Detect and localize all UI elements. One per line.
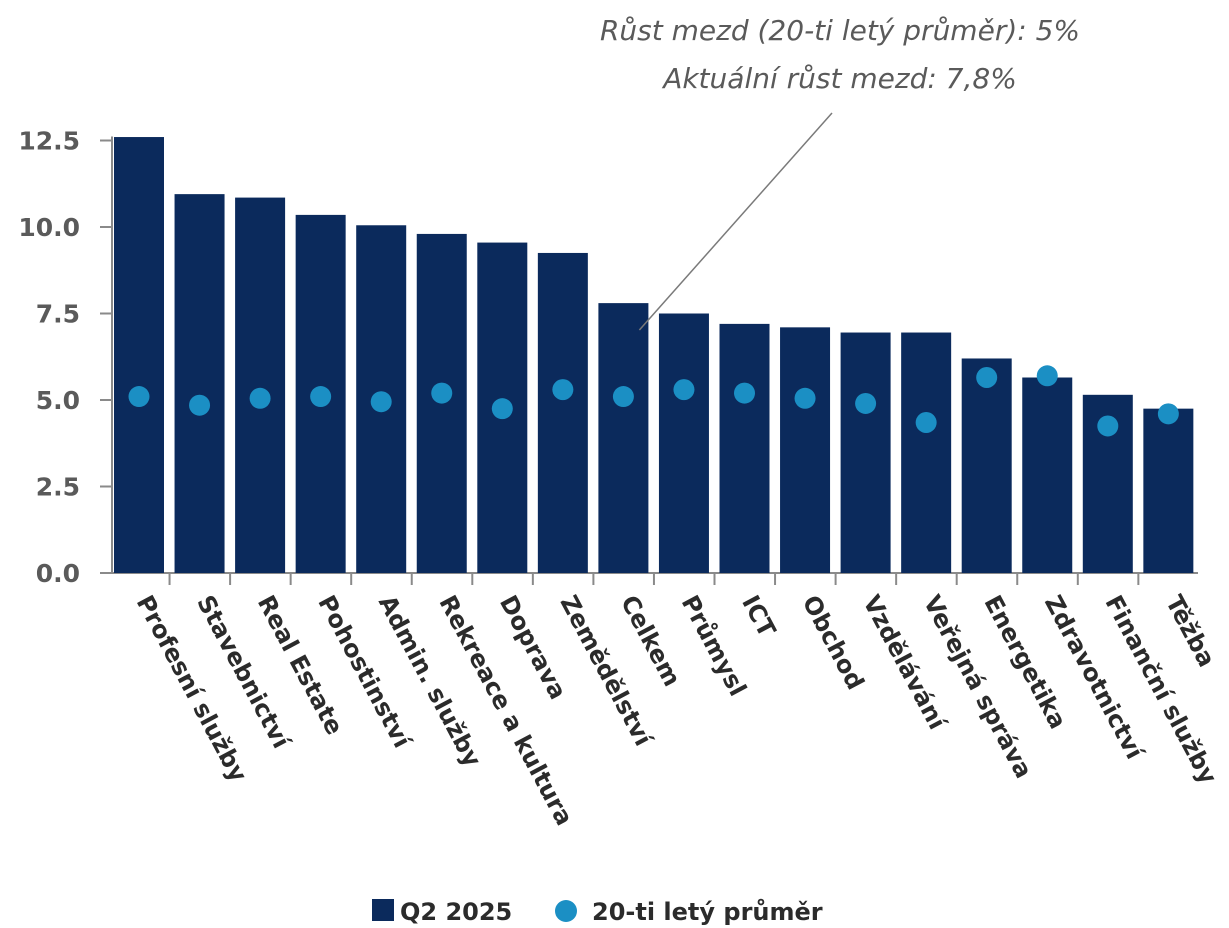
average-point <box>491 398 513 420</box>
average-point <box>1036 365 1058 387</box>
bar-series <box>114 137 1194 574</box>
annotation-leader-line <box>638 112 833 331</box>
bar <box>235 197 286 573</box>
legend-label-q2-2025: Q2 2025 <box>400 898 512 926</box>
bar <box>901 332 952 573</box>
bar <box>961 358 1012 573</box>
average-point <box>612 386 634 408</box>
legend-label-20y-average: 20-ti letý průměr <box>592 898 823 926</box>
y-axis: 0.0 2.5 5.0 7.5 10.0 12.5 <box>18 127 113 588</box>
bar <box>840 332 891 573</box>
annotation-line-2: Aktuální růst mezd: 7,8% <box>661 62 1017 95</box>
category-label: Finanční služby <box>1100 591 1223 789</box>
average-point <box>976 367 998 389</box>
y-tick-label: 5.0 <box>36 386 80 415</box>
average-point <box>552 379 574 401</box>
average-points <box>128 365 1179 437</box>
y-tick-label: 0.0 <box>36 559 80 588</box>
average-point <box>1157 403 1179 425</box>
bar <box>780 327 831 573</box>
bar <box>1022 377 1073 573</box>
category-label: Těžba <box>1160 591 1221 672</box>
bar <box>1143 408 1194 573</box>
legend-marker-average <box>555 900 577 922</box>
y-tick-label: 7.5 <box>36 300 80 329</box>
y-tick-label: 2.5 <box>36 473 80 502</box>
category-label: ICT <box>736 591 781 643</box>
average-point <box>431 382 453 404</box>
average-point <box>189 394 211 416</box>
category-label: Celkem <box>615 591 686 691</box>
average-point <box>128 386 150 408</box>
average-point <box>794 387 816 409</box>
average-point <box>734 382 755 404</box>
average-point <box>855 392 877 414</box>
average-point <box>673 379 695 401</box>
average-point <box>370 391 392 413</box>
x-axis <box>112 572 1198 585</box>
legend-marker-bar <box>372 899 394 921</box>
category-label: Profesní služby <box>131 591 253 787</box>
average-point <box>249 387 271 409</box>
bar <box>658 313 709 573</box>
average-point <box>1097 415 1119 437</box>
bar <box>598 303 649 573</box>
bar <box>719 323 770 573</box>
average-point <box>310 386 332 408</box>
category-label: Veřejná správa <box>918 591 1038 783</box>
average-point <box>915 411 937 433</box>
bar <box>174 194 225 573</box>
y-tick-label: 10.0 <box>18 213 80 242</box>
bar <box>114 137 164 574</box>
annotation-line-1: Růst mezd (20-ti letý průměr): 5% <box>600 14 1080 47</box>
y-tick-label: 12.5 <box>18 127 80 156</box>
legend: Q2 2025 20-ti letý průměr <box>372 898 823 926</box>
bar <box>537 252 588 573</box>
annotation: Růst mezd (20-ti letý průměr): 5% Aktuál… <box>600 14 1080 331</box>
